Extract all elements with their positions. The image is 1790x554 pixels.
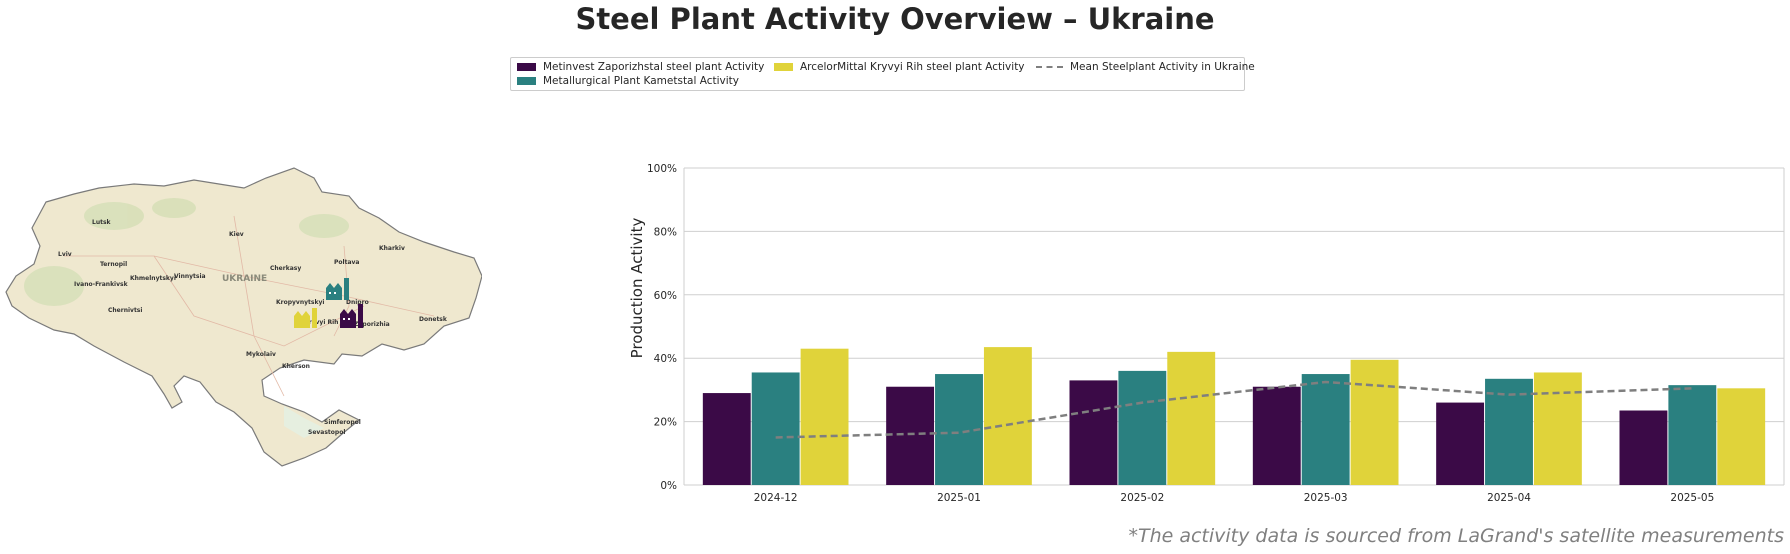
city-cherkasy: Cherkasy — [270, 265, 301, 272]
chart-legend: Metinvest Zaporizhstal steel plant Activ… — [510, 57, 1255, 91]
bar-metinvest — [886, 386, 935, 485]
bar-kametstal — [1668, 385, 1717, 485]
y-tick-label: 60% — [654, 290, 677, 302]
bar-kametstal — [1118, 370, 1167, 485]
x-tick-label: 2025-04 — [1487, 492, 1531, 504]
factory-icon-metinvest — [340, 304, 363, 328]
bar-metinvest — [702, 393, 751, 485]
legend-item-kametstal: Metallurgical Plant Kametstal Activity — [517, 75, 739, 87]
bar-metinvest — [1069, 380, 1118, 485]
terrain-patches — [24, 198, 349, 306]
city-kropyvnytskyi: Kropyvnytskyi — [276, 299, 324, 306]
city-kharkiv: Kharkiv — [379, 245, 405, 252]
legend-label-kametstal: Metallurgical Plant Kametstal Activity — [543, 75, 740, 87]
city-lviv: Lviv — [58, 251, 72, 258]
legend-item-metinvest: Metinvest Zaporizhstal steel plant Activ… — [517, 61, 764, 73]
legend-item-mean: Mean Steelplant Activity in Ukraine — [1036, 61, 1255, 73]
map-svg: Lutsk Kiev Kharkiv Lviv Ternopil Khmelny… — [5, 167, 483, 467]
ukraine-map: Lutsk Kiev Kharkiv Lviv Ternopil Khmelny… — [4, 166, 483, 486]
y-tick-label: 100% — [647, 163, 677, 175]
bar-kametstal — [751, 372, 800, 485]
city-kiev: Kiev — [229, 231, 244, 238]
legend-label-metinvest: Metinvest Zaporizhstal steel plant Activ… — [543, 61, 765, 73]
city-mykolaiv: Mykolaiv — [246, 351, 276, 358]
legend-item-arcelormittal: ArcelorMittal Kryvyi Rih steel plant Act… — [774, 61, 1025, 73]
y-tick-label: 80% — [654, 226, 677, 238]
bar-kametstal — [1301, 374, 1350, 485]
legend-dash-mean — [1036, 66, 1063, 68]
activity-chart: Production Activity 0% 20% 40% 60% 80% 100% 20… — [600, 160, 1790, 505]
bar-arcelormittal — [1167, 351, 1216, 485]
bar-arcelormittal — [800, 348, 849, 485]
y-tick-label: 0% — [660, 480, 677, 492]
bar-metinvest — [1436, 402, 1485, 485]
crimea-shade — [284, 406, 324, 438]
roads — [64, 215, 435, 397]
legend-label-arcelormittal: ArcelorMittal Kryvyi Rih steel plant Act… — [800, 61, 1025, 73]
city-kherson: Kherson — [282, 363, 310, 370]
bar-arcelormittal — [983, 347, 1032, 485]
factory-icon-arcelormittal — [294, 308, 317, 328]
city-vinnytsia: Vinnytsia — [174, 273, 206, 280]
legend-swatch-metinvest — [517, 63, 536, 71]
city-ivano-frankivsk: Ivano-Frankivsk — [74, 281, 129, 288]
city-khmelnytskyi: Khmelnytskyi — [130, 275, 176, 282]
page-title: Steel Plant Activity Overview – Ukraine — [575, 2, 1215, 36]
x-tick-label: 2025-03 — [1304, 492, 1348, 504]
bar-arcelormittal — [1717, 388, 1766, 485]
legend-swatch-kametstal — [517, 77, 536, 85]
bar-arcelormittal — [1350, 359, 1399, 485]
city-donetsk: Donetsk — [419, 316, 448, 323]
y-tick-label: 40% — [654, 353, 677, 365]
city-lutsk: Lutsk — [92, 219, 112, 226]
country-label: UKRAINE — [222, 274, 267, 284]
x-tick-label: 2025-05 — [1670, 492, 1714, 504]
footnote: *The activity data is sourced from LaGra… — [1128, 525, 1784, 547]
x-tick-label: 2024-12 — [754, 492, 798, 504]
legend-swatch-arcelormittal — [774, 63, 793, 71]
city-sevastopol: Sevastopol — [308, 429, 345, 436]
bar-kametstal — [1485, 378, 1533, 485]
city-labels: Lutsk Kiev Kharkiv Lviv Ternopil Khmelny… — [58, 219, 448, 436]
y-tick-label: 20% — [654, 417, 677, 429]
city-dnipro: Dnipro — [346, 299, 369, 306]
city-chernivtsi: Chernivtsi — [108, 307, 142, 314]
city-kryvyi-rih: Kryvyi Rih — [304, 319, 338, 326]
x-tick-label: 2025-02 — [1120, 492, 1164, 504]
bar-arcelormittal — [1533, 372, 1582, 485]
legend-label-mean: Mean Steelplant Activity in Ukraine — [1070, 61, 1255, 73]
ukraine-outline — [5, 167, 483, 467]
x-tick-label: 2025-01 — [937, 492, 981, 504]
city-poltava: Poltava — [334, 259, 359, 266]
city-zaporizhia: Zaporizhia — [354, 321, 390, 328]
y-axis-label: Production Activity — [628, 218, 646, 359]
city-simferopol: Simferopol — [324, 419, 361, 426]
bar-metinvest — [1619, 410, 1668, 485]
chart-svg: Production Activity 0% 20% 40% 60% 80% 100% 20… — [628, 163, 1785, 504]
city-ternopil: Ternopil — [100, 261, 127, 268]
factory-icon-kametstal — [326, 278, 349, 300]
bar-metinvest — [1252, 386, 1301, 485]
